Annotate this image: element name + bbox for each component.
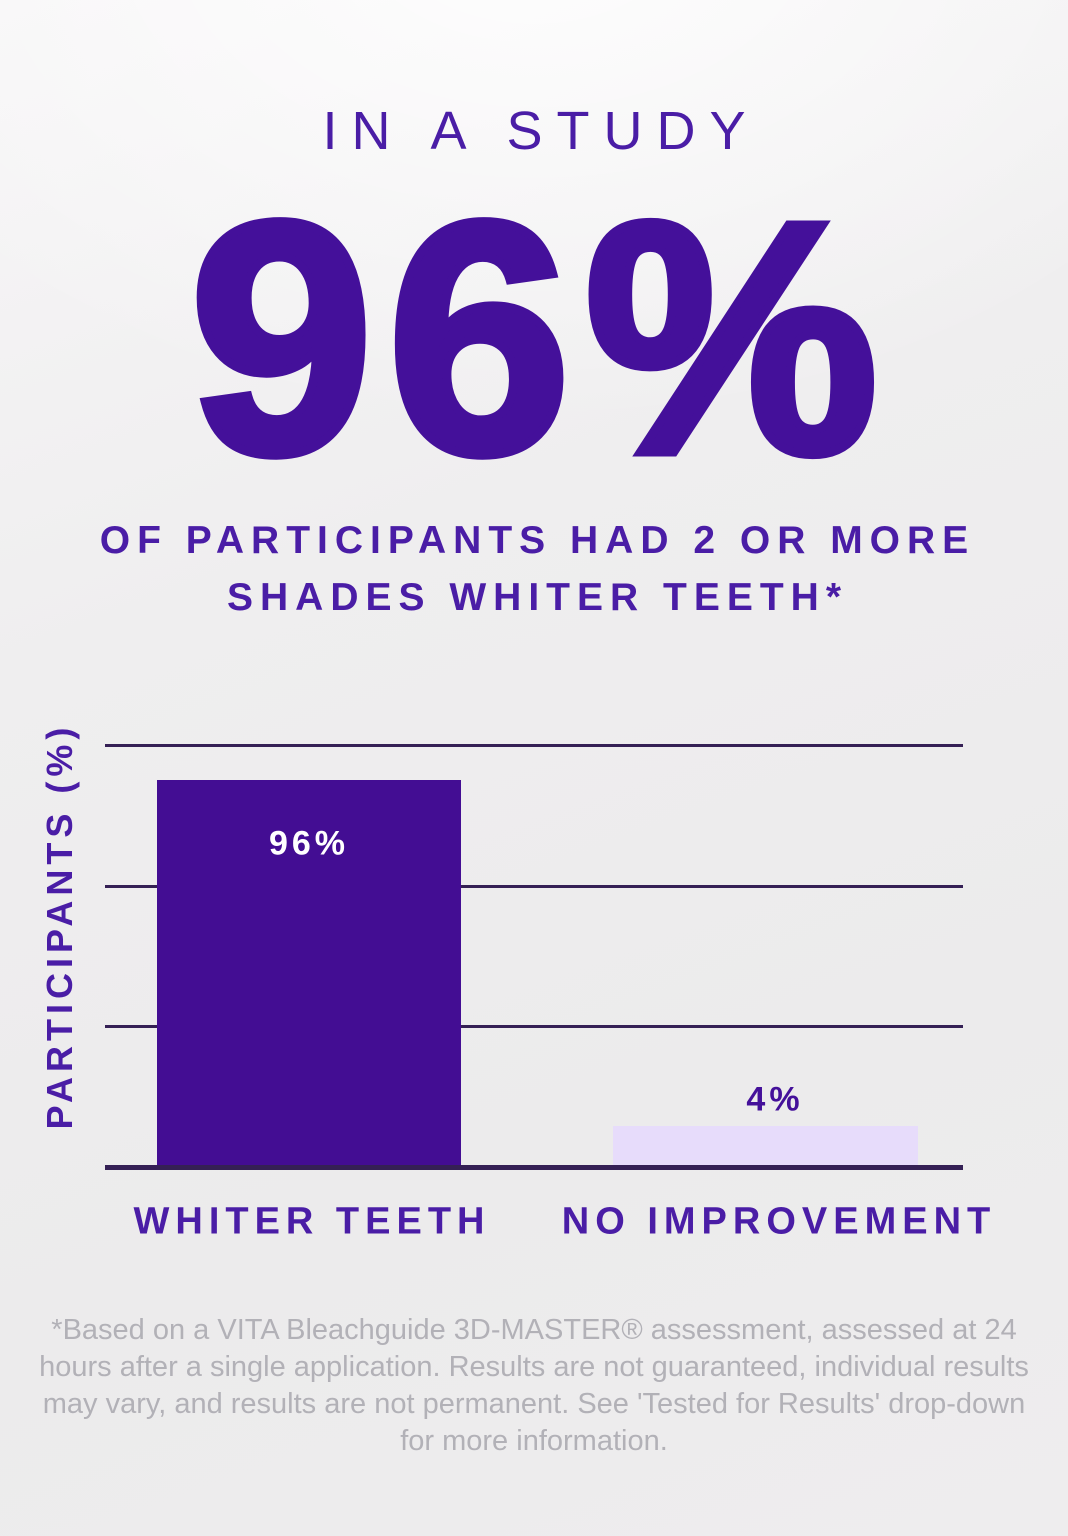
bar-value-label-whiter-teeth: 96% [268,824,350,863]
big-stat-value: 96% [185,153,893,522]
footnote-line-3: may vary, and results are not permanent.… [42,1388,1026,1420]
subtitle: OF PARTICIPANTS HAD 2 OR MORE SHADES WHI… [0,512,1068,626]
bar-no-improvement [613,1126,918,1169]
footnote-line-2: hours after a single application. Result… [39,1351,1029,1383]
bar-whiter-teeth [157,780,461,1169]
gridline-2 [105,1025,963,1028]
footnote: *Based on a VITA Bleachguide 3D-MASTER® … [0,1312,1068,1460]
category-label-no-improvement: NO IMPROVEMENT [561,1200,997,1243]
gridline-0 [105,744,963,747]
category-label-whiter-teeth: WHITER TEETH [133,1200,491,1243]
gridline-1 [105,885,963,888]
study-heading: IN A STUDY [322,101,760,161]
subtitle-line-2: SHADES WHITER TEETH* [226,576,849,619]
subtitle-line-1: OF PARTICIPANTS HAD 2 OR MORE [99,519,976,562]
y-axis-label: PARTICIPANTS (%) [39,722,80,1130]
footnote-line-4: for more information. [400,1425,668,1457]
footnote-line-1: *Based on a VITA Bleachguide 3D-MASTER® … [51,1314,1017,1346]
bar-value-label-no-improvement: 4% [746,1080,804,1119]
x-axis-line [105,1165,963,1170]
